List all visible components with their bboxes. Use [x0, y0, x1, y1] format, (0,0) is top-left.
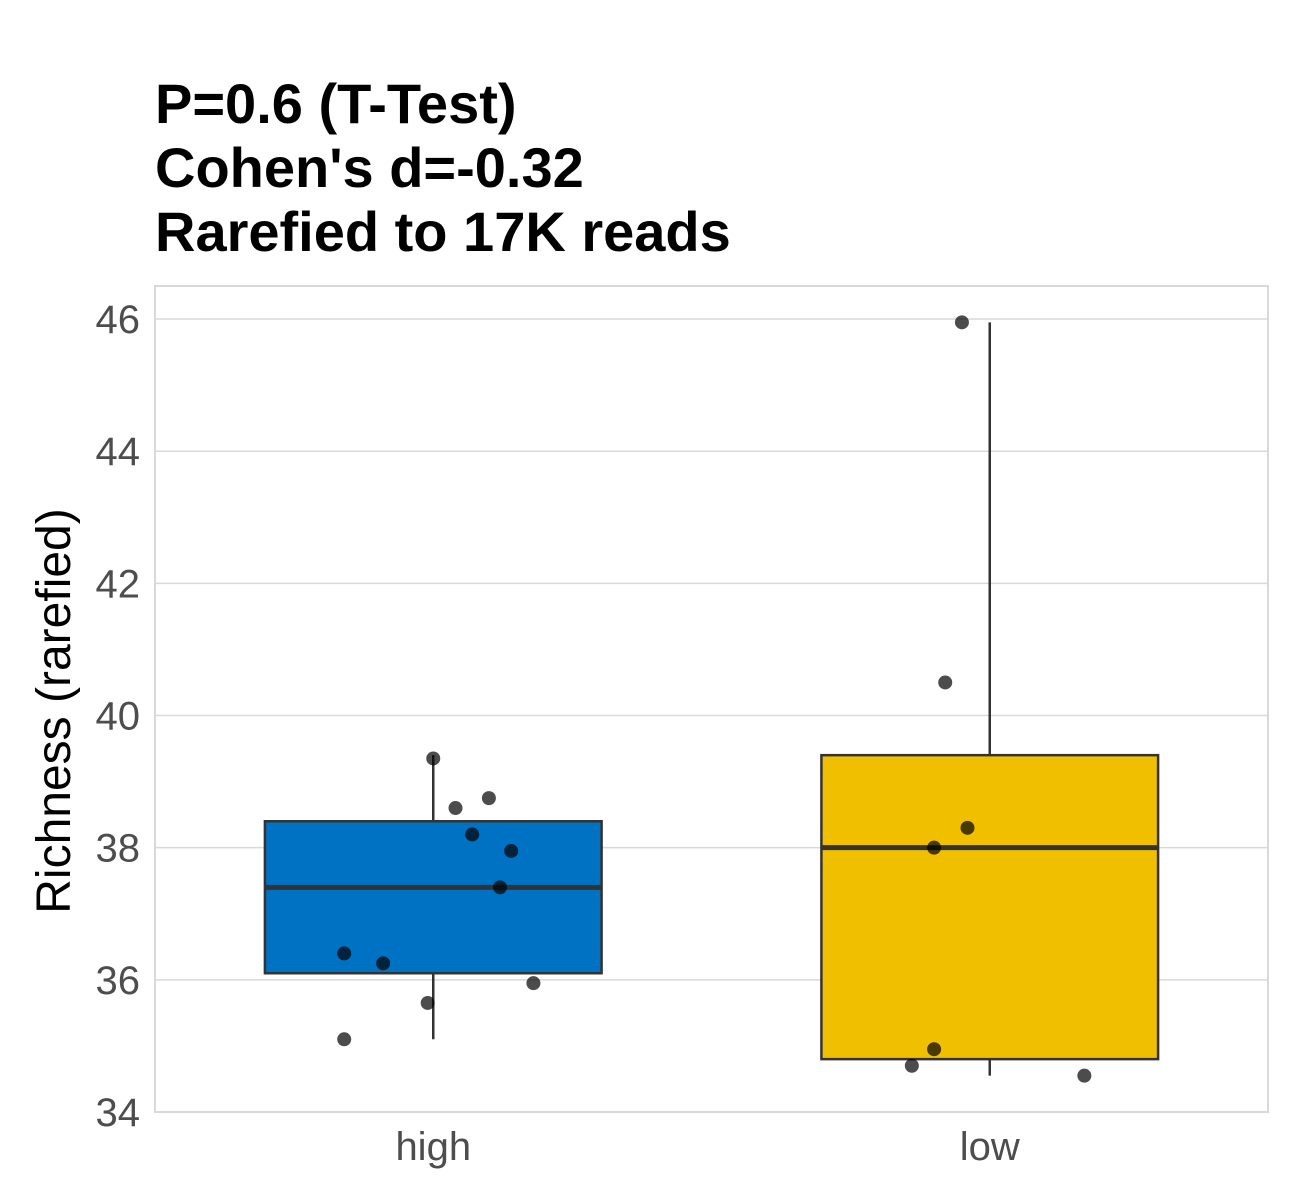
x-tick-label: low: [960, 1125, 1020, 1169]
box-low: [820, 322, 1160, 1076]
data-point: [927, 840, 942, 855]
title-line: Rarefied to 17K reads: [155, 200, 731, 263]
data-point: [526, 976, 541, 991]
data-point: [493, 880, 508, 895]
data-point: [420, 995, 435, 1010]
y-tick-labels: 34 36 38 40 42 44 46: [96, 298, 141, 1135]
data-point: [465, 827, 480, 842]
y-tick-label: 36: [96, 959, 141, 1003]
y-tick-label: 34: [96, 1091, 141, 1135]
data-points: [337, 315, 1092, 1083]
title-line: P=0.6 (T-Test): [155, 72, 517, 135]
x-tick-labels: high low: [395, 1125, 1019, 1169]
y-tick-label: 46: [96, 298, 141, 342]
y-axis-title: Richness (rarefied): [28, 508, 81, 913]
data-point: [954, 315, 969, 330]
data-point: [927, 1042, 942, 1057]
data-point: [938, 675, 953, 690]
data-point: [481, 791, 496, 806]
y-tick-label: 38: [96, 827, 141, 871]
y-tick-label: 42: [96, 562, 141, 606]
data-point: [448, 801, 463, 816]
data-point: [337, 946, 352, 961]
box-body: [263, 819, 603, 975]
data-point: [426, 751, 441, 766]
data-point: [1077, 1068, 1092, 1083]
data-point: [376, 956, 391, 971]
x-tick-label: high: [395, 1125, 471, 1169]
y-tick-label: 44: [96, 430, 141, 474]
y-tick-label: 40: [96, 695, 141, 739]
box-high: [263, 755, 603, 1040]
data-point: [337, 1032, 352, 1047]
data-point: [904, 1058, 919, 1073]
box-body: [820, 753, 1160, 1061]
boxes: [263, 322, 1160, 1076]
data-point: [960, 820, 975, 835]
title-line: Cohen's d=-0.32: [155, 136, 584, 199]
data-point: [504, 843, 519, 858]
